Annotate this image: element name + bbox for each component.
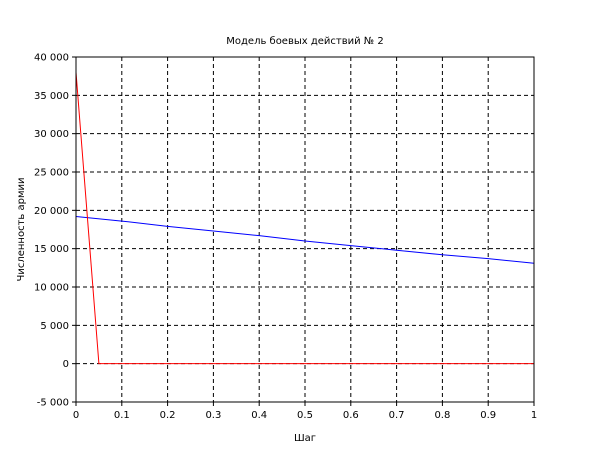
x-tick-label: 0: [73, 410, 79, 421]
y-tick-label: 35 000: [34, 91, 69, 102]
y-tick-label: 25 000: [34, 168, 69, 179]
x-tick-label: 0.8: [434, 410, 450, 421]
series-layer: [75, 72, 535, 365]
x-tick-label: 1: [531, 410, 537, 421]
grid: [76, 57, 534, 402]
x-tick-label: 0.6: [343, 410, 359, 421]
y-tick-label: 30 000: [34, 129, 69, 140]
y-axis-title: Численность армии: [16, 177, 27, 281]
x-tick-label: 0.5: [297, 410, 313, 421]
x-tick-label: 0.1: [114, 410, 130, 421]
y-tick-label: 40 000: [34, 53, 69, 64]
y-tick-label: 20 000: [34, 206, 69, 217]
y-tick-label: -5 000: [37, 398, 69, 409]
x-tick-label: 0.2: [160, 410, 176, 421]
y-tick-label: 5 000: [40, 321, 69, 332]
x-tick-label: 0.4: [251, 410, 267, 421]
chart-title: Модель боевых действий № 2: [226, 36, 384, 47]
x-tick-label: 0.7: [389, 410, 405, 421]
y-tick-label: 0: [63, 359, 69, 370]
y-tick-label: 10 000: [34, 283, 69, 294]
series-line-1: [75, 215, 535, 264]
ticks: 0 0.1 0.2 0.3 0.4 0.5 0.6 0.7 0.8 0.9 1 -5 000 0 5 00…: [34, 53, 537, 422]
x-tick-label: 0.9: [480, 410, 496, 421]
x-tick-label: 0.3: [205, 410, 221, 421]
y-tick-label: 15 000: [34, 244, 69, 255]
x-axis-title: Шаг: [294, 433, 316, 444]
series-line-2: [75, 72, 534, 365]
